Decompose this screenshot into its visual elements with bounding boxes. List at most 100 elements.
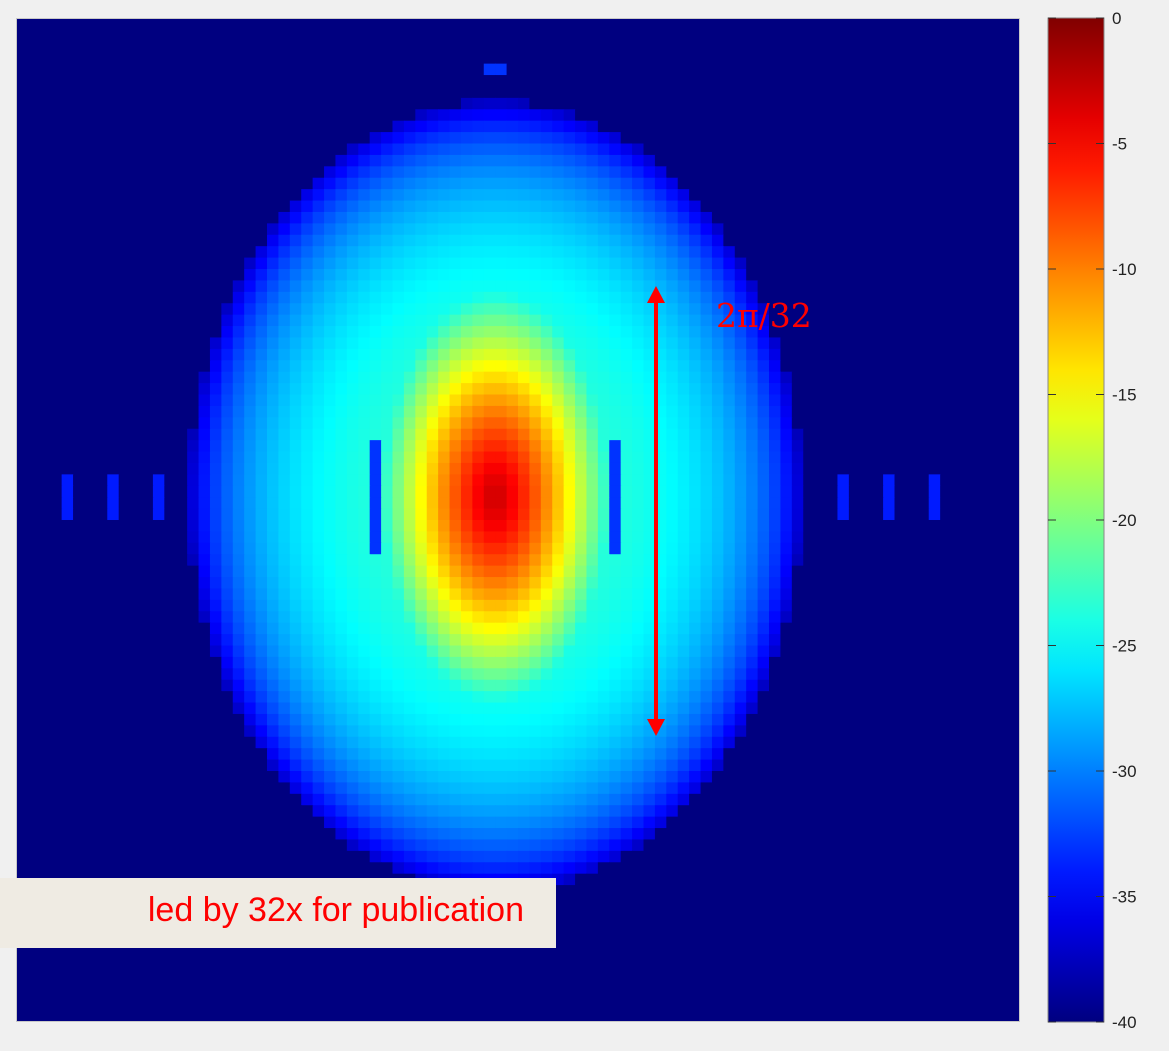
heatmap-cell <box>175 611 188 624</box>
heatmap-cell <box>324 223 337 236</box>
heatmap-cell <box>1008 348 1020 361</box>
heatmap-cell <box>460 531 473 544</box>
heatmap-cell <box>403 303 416 316</box>
heatmap-cell <box>597 508 610 521</box>
heatmap-cell <box>244 257 257 270</box>
heatmap-cell <box>369 599 382 612</box>
heatmap-cell <box>597 451 610 464</box>
heatmap-cell <box>940 29 953 42</box>
heatmap-cell <box>632 189 645 202</box>
heatmap-cell <box>917 428 930 441</box>
heatmap-cell <box>107 18 120 31</box>
heatmap-cell <box>734 303 747 316</box>
heatmap-cell <box>962 440 975 453</box>
heatmap-cell <box>586 326 599 339</box>
heatmap-cell <box>974 154 987 167</box>
heatmap-cell <box>38 428 51 441</box>
heatmap-cell <box>666 269 679 282</box>
heatmap-cell <box>267 246 280 259</box>
heatmap-cell <box>61 485 74 498</box>
heatmap-cell <box>677 611 690 624</box>
heatmap-cell <box>27 132 40 145</box>
heatmap-cell <box>221 542 234 555</box>
heatmap-cell <box>209 360 222 373</box>
heatmap-cell <box>267 29 280 42</box>
heatmap-cell <box>917 132 930 145</box>
heatmap-cell <box>814 211 827 224</box>
heatmap-cell <box>609 337 622 350</box>
heatmap-cell <box>449 211 462 224</box>
heatmap-cell <box>917 200 930 213</box>
heatmap-cell <box>780 508 793 521</box>
heatmap-cell <box>666 485 679 498</box>
heatmap-cell <box>734 280 747 293</box>
heatmap-cell <box>837 303 850 316</box>
heatmap-cell <box>449 200 462 213</box>
heatmap-cell <box>61 599 74 612</box>
heatmap-cell <box>84 542 97 555</box>
heatmap-cell <box>255 280 268 293</box>
heatmap-cell <box>16 314 29 327</box>
heatmap-cell <box>27 120 40 133</box>
heatmap-cell <box>164 223 177 236</box>
heatmap-cell <box>324 645 337 658</box>
heatmap-cell <box>483 440 496 453</box>
heatmap-cell <box>426 291 439 304</box>
heatmap-cell <box>997 440 1010 453</box>
heatmap-cell <box>586 348 599 361</box>
heatmap-cell <box>16 52 29 65</box>
heatmap-cell <box>826 86 839 99</box>
heatmap-cell <box>700 348 713 361</box>
heatmap-cell <box>61 143 74 156</box>
heatmap-cell <box>358 177 371 190</box>
heatmap-cell <box>700 234 713 247</box>
heatmap-cell <box>324 189 337 202</box>
heatmap-cell <box>905 18 918 31</box>
heatmap-cell <box>278 177 291 190</box>
heatmap-cell <box>654 405 667 418</box>
heatmap-cell <box>175 211 188 224</box>
heatmap-cell <box>643 497 656 510</box>
heatmap-cell <box>346 394 359 407</box>
heatmap-cell <box>27 280 40 293</box>
heatmap-cell <box>746 405 759 418</box>
heatmap-cell <box>130 611 143 624</box>
heatmap-cell <box>358 645 371 658</box>
heatmap-cell <box>666 337 679 350</box>
heatmap-cell <box>746 485 759 498</box>
heatmap-cell <box>654 109 667 122</box>
heatmap-cell <box>460 63 473 76</box>
heatmap-cell <box>985 520 998 533</box>
heatmap-cell <box>632 520 645 533</box>
heatmap-cell <box>392 474 405 487</box>
heatmap-cell <box>221 166 234 179</box>
heatmap-cell <box>734 588 747 601</box>
heatmap-cell <box>654 485 667 498</box>
heatmap-cell <box>917 588 930 601</box>
heatmap-cell <box>734 223 747 236</box>
heatmap-cell <box>711 337 724 350</box>
heatmap-cell <box>746 189 759 202</box>
heatmap-cell <box>255 177 268 190</box>
heatmap-cell <box>814 599 827 612</box>
heatmap-cell <box>700 246 713 259</box>
heatmap-cell <box>928 485 941 498</box>
heatmap-cell <box>734 554 747 567</box>
heatmap-cell <box>381 520 394 533</box>
heatmap-cell <box>974 337 987 350</box>
heatmap-cell <box>324 451 337 464</box>
heatmap-cell <box>962 383 975 396</box>
heatmap-cell <box>221 634 234 647</box>
heatmap-cell <box>403 40 416 53</box>
heatmap-cell <box>791 143 804 156</box>
heatmap-cell <box>324 462 337 475</box>
heatmap-cell <box>962 200 975 213</box>
heatmap-cell <box>597 645 610 658</box>
heatmap-cell <box>928 508 941 521</box>
heatmap-cell <box>95 223 108 236</box>
heatmap-cell <box>860 520 873 533</box>
heatmap-cell <box>118 588 131 601</box>
heatmap-cell <box>518 166 531 179</box>
heatmap-cell <box>837 360 850 373</box>
heatmap-cell <box>324 97 337 110</box>
